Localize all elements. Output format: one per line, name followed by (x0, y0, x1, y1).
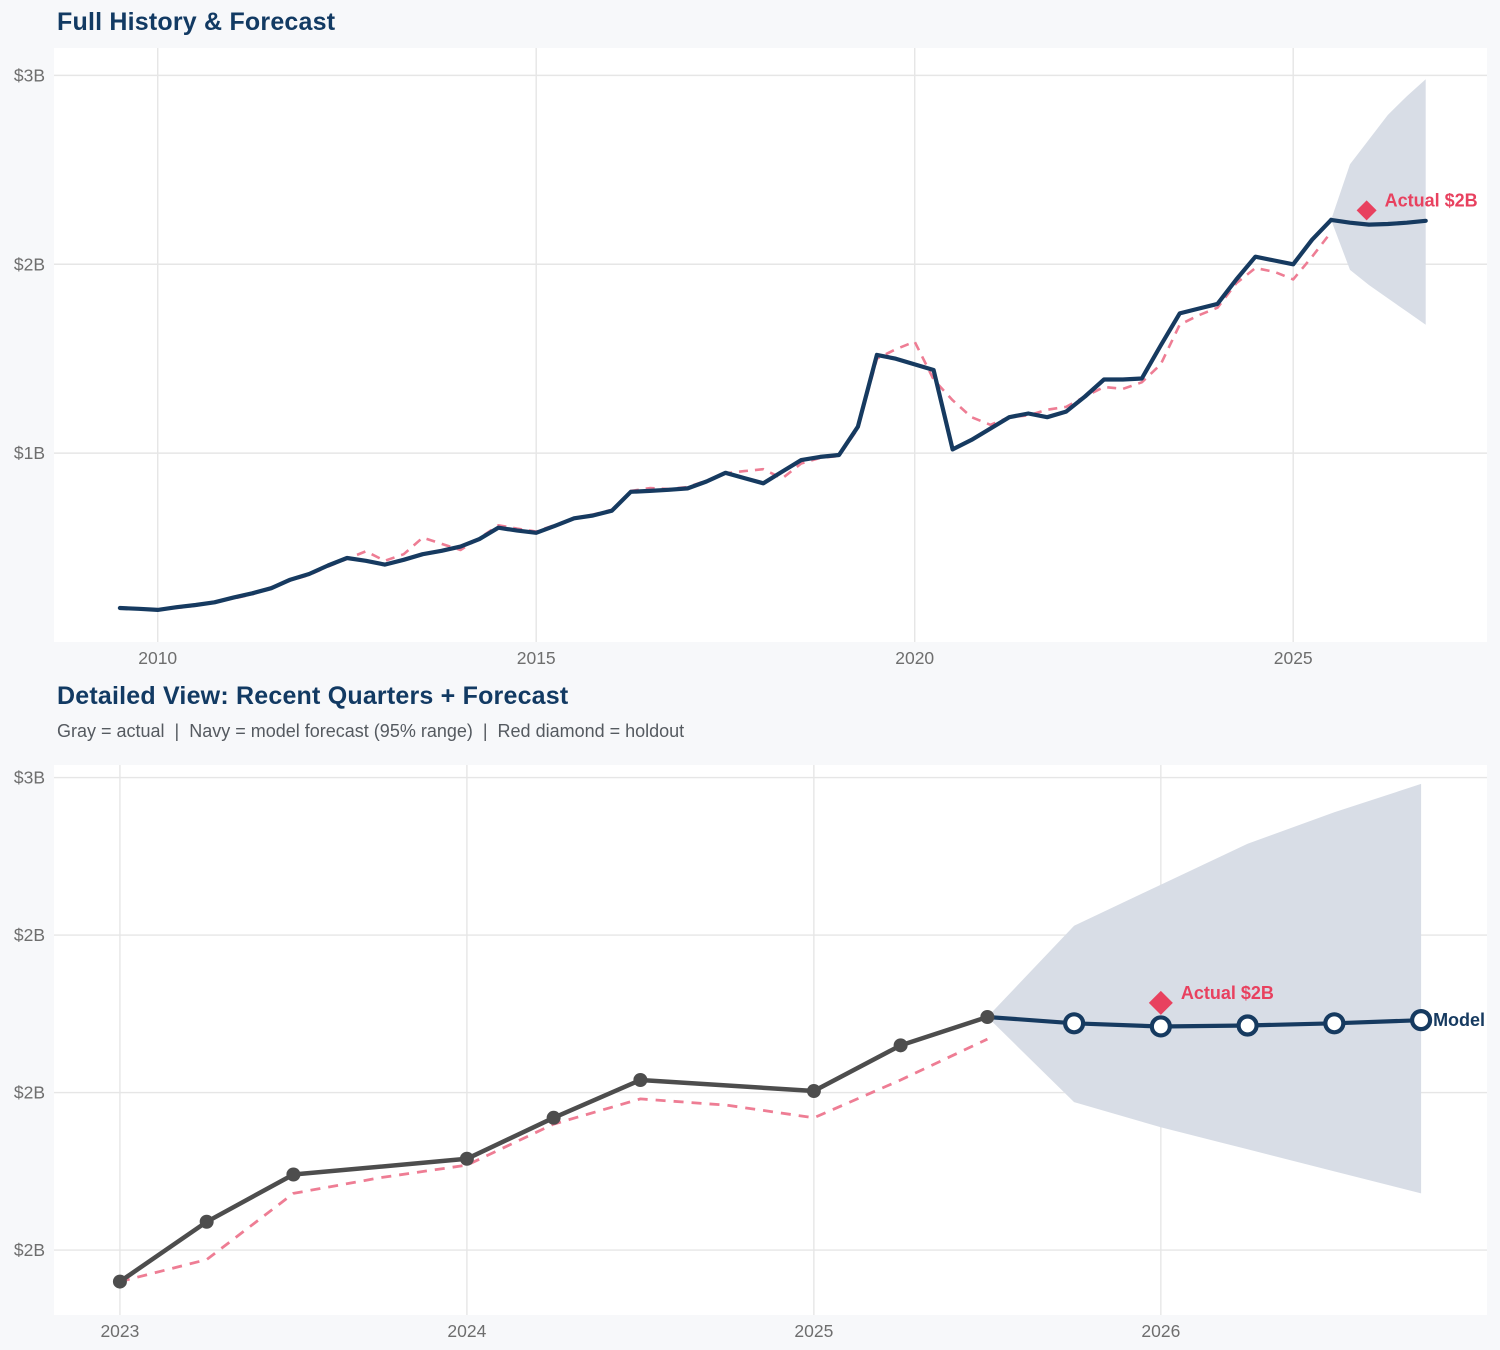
detailed-view-holdout-label: Actual $2B (1181, 983, 1274, 1003)
detailed-view-actual-point (980, 1010, 995, 1025)
detailed-view-forecast-point (1149, 1015, 1172, 1038)
detailed-view-forecast-point (1236, 1014, 1259, 1037)
full-history-forecast-line (1328, 217, 1428, 227)
detailed-view-xtick-label: 2026 (1141, 1321, 1180, 1341)
detailed-view-model-label: Model (1433, 1010, 1485, 1030)
full-history-actual-line (117, 217, 1334, 613)
full-history-plot-area (54, 48, 1487, 642)
detailed-view-confidence-band (987, 783, 1422, 1194)
detailed-view-actual-point (893, 1038, 908, 1053)
detailed-view-forecast-line (985, 1014, 1424, 1029)
detailed-view-actual-point (286, 1167, 301, 1182)
detailed-view-ytick-label: $2B (14, 1083, 45, 1103)
detailed-view-actual-point (199, 1214, 214, 1229)
detailed-view-xtick-label: 2023 (100, 1321, 139, 1341)
detailed-view-actual-point (806, 1084, 821, 1099)
full-history-chart-title: Full History & Forecast (57, 8, 336, 36)
detailed-view-forecast-point (1409, 1009, 1433, 1032)
full-history-xtick-label: 2015 (517, 648, 556, 668)
detailed-view-forecast-point (1323, 1012, 1346, 1035)
full-history-ytick-label: $3B (14, 65, 45, 85)
detailed-view-actual-point (459, 1151, 474, 1166)
detailed-view-legend-subtitle: Gray = actual | Navy = model forecast (9… (57, 721, 685, 741)
detailed-view-ytick-label: $3B (14, 768, 45, 788)
detailed-view-holdout-diamond-icon (1148, 990, 1173, 1015)
detailed-view-actual-point (112, 1274, 127, 1289)
full-history-xtick-label: 2010 (138, 648, 177, 668)
detailed-view-ytick-label: $2B (14, 925, 45, 945)
full-history-holdout-diamond-icon (1356, 200, 1377, 221)
full-history-confidence-band (1331, 79, 1426, 325)
full-history-ytick-label: $2B (14, 254, 45, 274)
detailed-view-chart-title: Detailed View: Recent Quarters + Forecas… (57, 682, 569, 710)
full-history-ytick-label: $1B (14, 443, 45, 463)
detailed-view-ytick-label: $2B (14, 1240, 45, 1260)
full-history-xtick-label: 2025 (1274, 648, 1313, 668)
full-history-xtick-label: 2020 (895, 648, 934, 668)
full-history-model-fit-line (157, 231, 1333, 612)
detailed-view-actual-point (633, 1073, 648, 1088)
detailed-view-xtick-label: 2025 (794, 1321, 833, 1341)
full-history-holdout-label: Actual $2B (1385, 190, 1478, 210)
detailed-view-actual-point (546, 1110, 561, 1125)
detailed-view-xtick-label: 2024 (447, 1321, 486, 1341)
detailed-view-forecast-point (1063, 1012, 1086, 1035)
